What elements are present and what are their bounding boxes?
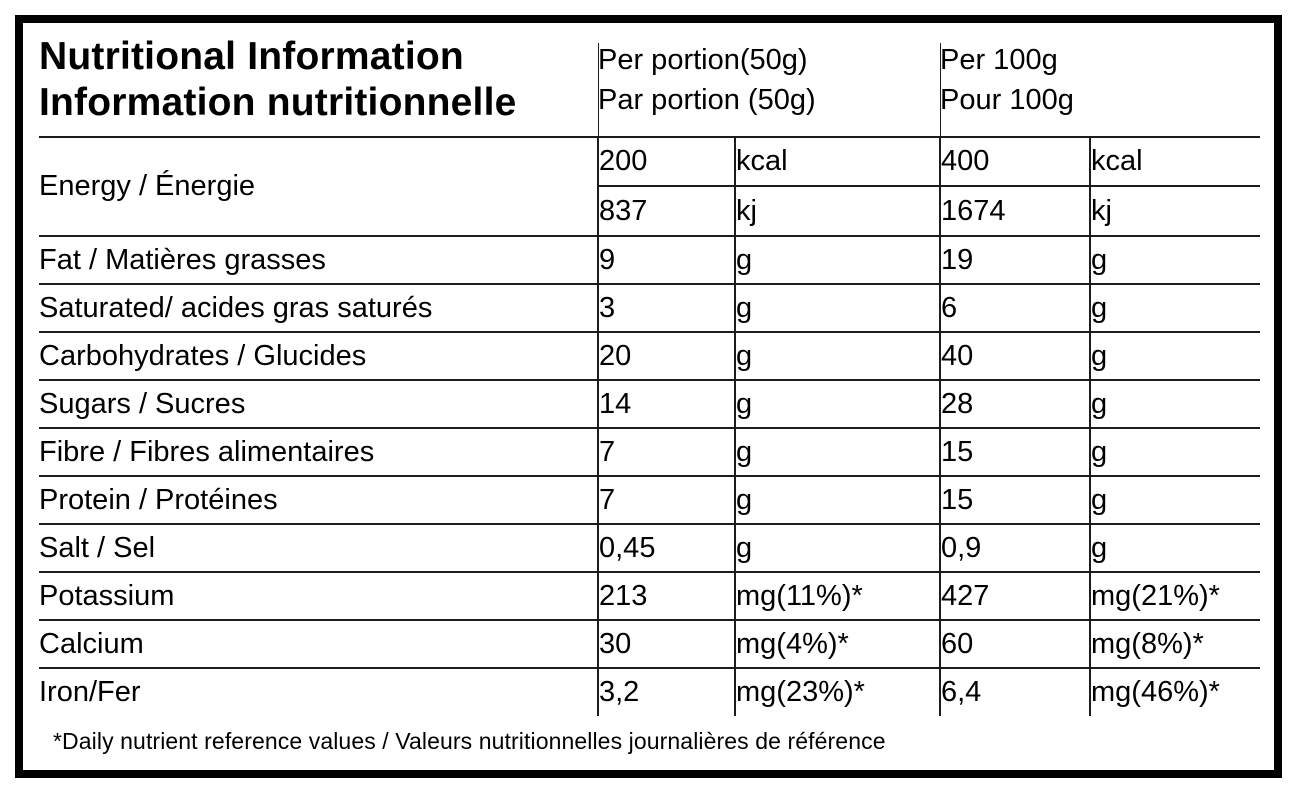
row-label: Fat / Matières grasses bbox=[39, 236, 599, 285]
portion-unit: kj bbox=[734, 186, 940, 237]
per-100g-label-en: Per 100g bbox=[940, 43, 1058, 76]
per100-unit: mg(46%)* bbox=[1088, 668, 1261, 716]
portion-value: 3 bbox=[598, 284, 735, 333]
table-row-fibre: Fibre / Fibres alimentaires 7 g 15 g bbox=[39, 428, 1261, 477]
portion-unit: g bbox=[734, 524, 940, 573]
per100-unit: g bbox=[1088, 284, 1261, 333]
title-english: Nutritional Information bbox=[39, 34, 464, 78]
portion-value: 14 bbox=[598, 380, 735, 429]
table-title: Nutritional Information Information nutr… bbox=[39, 23, 598, 138]
table-row-saturated: Saturated/ acides gras saturés 3 g 6 g bbox=[39, 284, 1261, 333]
column-header-per-portion: Per portion(50g) Par portion (50g) bbox=[598, 23, 940, 138]
per100-unit: g bbox=[1088, 332, 1261, 381]
portion-unit: kcal bbox=[734, 137, 940, 187]
portion-unit: g bbox=[734, 332, 940, 381]
portion-unit: g bbox=[734, 476, 940, 525]
per100-value: 1674 bbox=[939, 186, 1090, 237]
header-row: Nutritional Information Information nutr… bbox=[39, 23, 1261, 138]
per100-value: 60 bbox=[939, 620, 1090, 669]
per100-unit: mg(8%)* bbox=[1088, 620, 1261, 669]
per100-unit: g bbox=[1088, 236, 1261, 285]
label-frame: Nutritional Information Information nutr… bbox=[15, 15, 1282, 778]
table-row-carbohydrates: Carbohydrates / Glucides 20 g 40 g bbox=[39, 332, 1261, 381]
row-label: Saturated/ acides gras saturés bbox=[39, 284, 599, 333]
per100-unit: g bbox=[1088, 476, 1261, 525]
nutrition-table: Nutritional Information Information nutr… bbox=[39, 23, 1261, 716]
per100-value: 15 bbox=[939, 476, 1090, 525]
table-row-fat: Fat / Matières grasses 9 g 19 g bbox=[39, 236, 1261, 285]
portion-unit: g bbox=[734, 236, 940, 285]
per100-value: 6,4 bbox=[939, 668, 1090, 716]
portion-value: 20 bbox=[598, 332, 735, 381]
per100-value: 19 bbox=[939, 236, 1090, 285]
row-label: Protein / Protéines bbox=[39, 476, 599, 525]
row-label: Iron/Fer bbox=[39, 668, 599, 716]
row-label: Fibre / Fibres alimentaires bbox=[39, 428, 599, 477]
per100-value: 427 bbox=[939, 572, 1090, 621]
table-row-energy-kj: 837 kj 1674 kj bbox=[39, 186, 1261, 237]
table-row-protein: Protein / Protéines 7 g 15 g bbox=[39, 476, 1261, 525]
daily-reference-footnote: *Daily nutrient reference values / Valeu… bbox=[53, 728, 886, 754]
row-label: Carbohydrates / Glucides bbox=[39, 332, 599, 381]
row-label: Calcium bbox=[39, 620, 599, 669]
per100-value: 0,9 bbox=[939, 524, 1090, 573]
portion-value: 30 bbox=[598, 620, 735, 669]
per-portion-label-en: Per portion(50g) bbox=[598, 43, 808, 76]
per100-value: 15 bbox=[939, 428, 1090, 477]
portion-value: 7 bbox=[598, 428, 735, 477]
per100-value: 40 bbox=[939, 332, 1090, 381]
portion-unit: mg(23%)* bbox=[734, 668, 940, 716]
portion-value: 213 bbox=[598, 572, 735, 621]
table-row-sugars: Sugars / Sucres 14 g 28 g bbox=[39, 380, 1261, 429]
portion-unit: g bbox=[734, 428, 940, 477]
title-french: Information nutritionnelle bbox=[39, 80, 517, 124]
column-header-per-100g: Per 100g Pour 100g bbox=[940, 23, 1261, 138]
row-label: Salt / Sel bbox=[39, 524, 599, 573]
table-row-iron: Iron/Fer 3,2 mg(23%)* 6,4 mg(46%)* bbox=[39, 668, 1261, 716]
portion-unit: g bbox=[734, 284, 940, 333]
portion-value: 837 bbox=[598, 186, 735, 237]
portion-unit: mg(11%)* bbox=[734, 572, 940, 621]
per-portion-label-fr: Par portion (50g) bbox=[598, 83, 816, 116]
portion-unit: g bbox=[734, 380, 940, 429]
row-label: Potassium bbox=[39, 572, 599, 621]
table-row-energy-kcal: Energy / Énergie 200 kcal 400 kcal bbox=[39, 137, 1261, 237]
row-label: Sugars / Sucres bbox=[39, 380, 599, 429]
table-row-salt: Salt / Sel 0,45 g 0,9 g bbox=[39, 524, 1261, 573]
portion-value: 200 bbox=[598, 137, 735, 187]
portion-value: 3,2 bbox=[599, 676, 640, 708]
per100-unit: kj bbox=[1088, 186, 1261, 237]
portion-value: 7 bbox=[598, 476, 735, 525]
table-row-potassium: Potassium 213 mg(11%)* 427 mg(21%)* bbox=[39, 572, 1261, 621]
per-100g-label-fr: Pour 100g bbox=[940, 83, 1074, 116]
table-row-calcium: Calcium 30 mg(4%)* 60 mg(8%)* bbox=[39, 620, 1261, 669]
per100-unit: g bbox=[1088, 524, 1261, 573]
per100-value: 28 bbox=[939, 380, 1090, 429]
portion-value: 0,45 bbox=[598, 524, 735, 573]
per100-value: 400 bbox=[939, 137, 1090, 187]
per100-unit: g bbox=[1088, 428, 1261, 477]
per100-unit: mg(21%)* bbox=[1088, 572, 1261, 621]
per100-value: 6 bbox=[939, 284, 1090, 333]
portion-unit: mg(4%)* bbox=[734, 620, 940, 669]
per100-unit: g bbox=[1088, 380, 1261, 429]
row-label: Energy / Énergie bbox=[39, 137, 599, 237]
portion-value: 9 bbox=[598, 236, 735, 285]
per100-unit: kcal bbox=[1088, 137, 1261, 187]
